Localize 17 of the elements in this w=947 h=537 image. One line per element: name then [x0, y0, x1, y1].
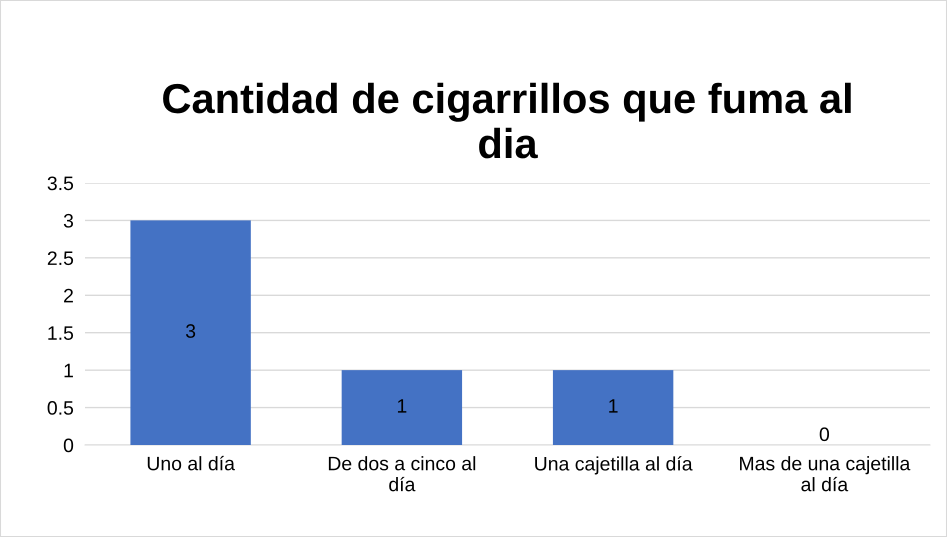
data-label: 0	[820, 427, 830, 442]
y-tick-label: 0	[64, 438, 74, 452]
data-label: 1	[398, 399, 406, 413]
x-tick-label: Mas de una cajetilla al día	[740, 456, 910, 492]
y-tick-label: 3	[64, 214, 74, 228]
x-tick-label: Uno al día	[148, 456, 235, 470]
y-tick-label: 1.5	[48, 326, 74, 340]
y-tick-label: 3.5	[48, 176, 74, 190]
data-label: 1	[609, 399, 618, 413]
data-label: 3	[186, 324, 196, 338]
y-tick-label: 2	[64, 288, 73, 302]
y-tick-label: 0.5	[48, 401, 74, 415]
x-tick-label: Una cajetilla al día	[535, 456, 693, 474]
y-tick-label: 2.5	[48, 251, 74, 266]
y-tick-label: 1	[64, 364, 73, 378]
chart-title: Cantidad de cigarrillos que fuma al dia	[163, 82, 851, 158]
x-tick-label: De dos a cinco al día	[328, 456, 476, 492]
